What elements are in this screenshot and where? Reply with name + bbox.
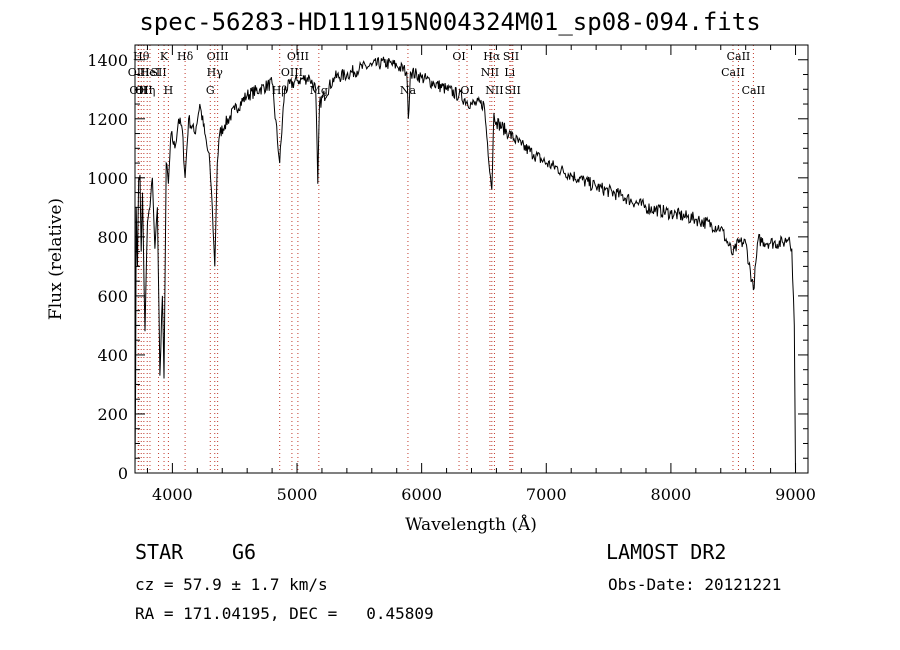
y-axis-label: Flux (relative)	[46, 198, 66, 320]
line-marker-label: Hα	[483, 50, 501, 63]
x-tick-label: 7000	[526, 485, 567, 504]
line-marker-label: OI	[452, 50, 465, 63]
line-marker-label: NII	[481, 66, 499, 79]
spectrum-line	[134, 56, 796, 474]
x-tick-label: 6000	[401, 485, 442, 504]
line-marker-label: H	[164, 84, 174, 97]
line-marker-label: Hη	[139, 84, 155, 97]
x-tick-label: 5000	[277, 485, 318, 504]
chart-title: spec-56283-HD111915N004324M01_sp08-094.f…	[139, 8, 761, 36]
y-axis: 0 200 400 600 800 1000 1200 1400	[87, 44, 808, 483]
y-tick-label: 200	[97, 405, 128, 424]
ra-dec-coordinates: RA = 171.04195, DEC = 0.45809	[135, 604, 434, 623]
x-tick-label: 9000	[775, 485, 816, 504]
y-tick-label: 0	[118, 464, 128, 483]
line-marker-label: Li	[504, 66, 515, 79]
line-marker-label: SII	[150, 66, 166, 79]
line-marker-label: SII	[503, 50, 519, 63]
plot-frame	[134, 44, 809, 474]
line-marker-label: CaII	[727, 50, 751, 63]
x-axis-label: Wavelength (Å)	[405, 514, 537, 535]
redshift-velocity: cz = 57.9 ± 1.7 km/s	[135, 575, 328, 594]
y-tick-label: 1000	[87, 169, 128, 188]
line-marker-label: NII	[485, 84, 503, 97]
y-tick-label: 600	[97, 287, 128, 306]
x-tick-label: 8000	[651, 485, 692, 504]
line-marker-label: OIII	[207, 50, 229, 63]
line-marker-label: OII	[129, 84, 147, 97]
line-marker-label: OI	[460, 84, 473, 97]
object-type: STAR	[135, 540, 184, 564]
y-tick-label: 400	[97, 346, 128, 365]
x-axis: 4000 5000 6000 7000 8000 9000	[146, 45, 816, 504]
line-marker-label: OII	[135, 84, 153, 97]
line-marker-label: OIII	[281, 66, 303, 79]
line-marker-label: HeI	[140, 66, 160, 79]
line-marker-label: Na	[400, 84, 417, 97]
line-marker-label: OIII	[287, 50, 309, 63]
x-tick-label: 4000	[152, 485, 193, 504]
line-marker-label: Hβ	[272, 84, 288, 97]
line-marker-label: K	[160, 50, 169, 63]
line-marker-label: CaII	[742, 84, 766, 97]
line-marker-label: CaII	[721, 66, 745, 79]
observation-date: Obs-Date: 20121221	[608, 575, 782, 594]
y-tick-label: 800	[97, 228, 128, 247]
y-tick-label: 1400	[87, 51, 128, 70]
line-marker-label: SII	[505, 84, 521, 97]
line-marker-label: Hδ	[177, 50, 194, 63]
line-marker-label: G	[206, 84, 215, 97]
spectral-subclass: G6	[232, 540, 257, 564]
survey-name: LAMOST DR2	[606, 540, 727, 564]
line-markers: OIIOIIIHθOIIHηHeISIIKHHδGHγOIIIHβOIIIOII…	[128, 45, 766, 473]
line-marker-label: Hγ	[207, 66, 224, 79]
y-tick-label: 1200	[87, 110, 128, 129]
